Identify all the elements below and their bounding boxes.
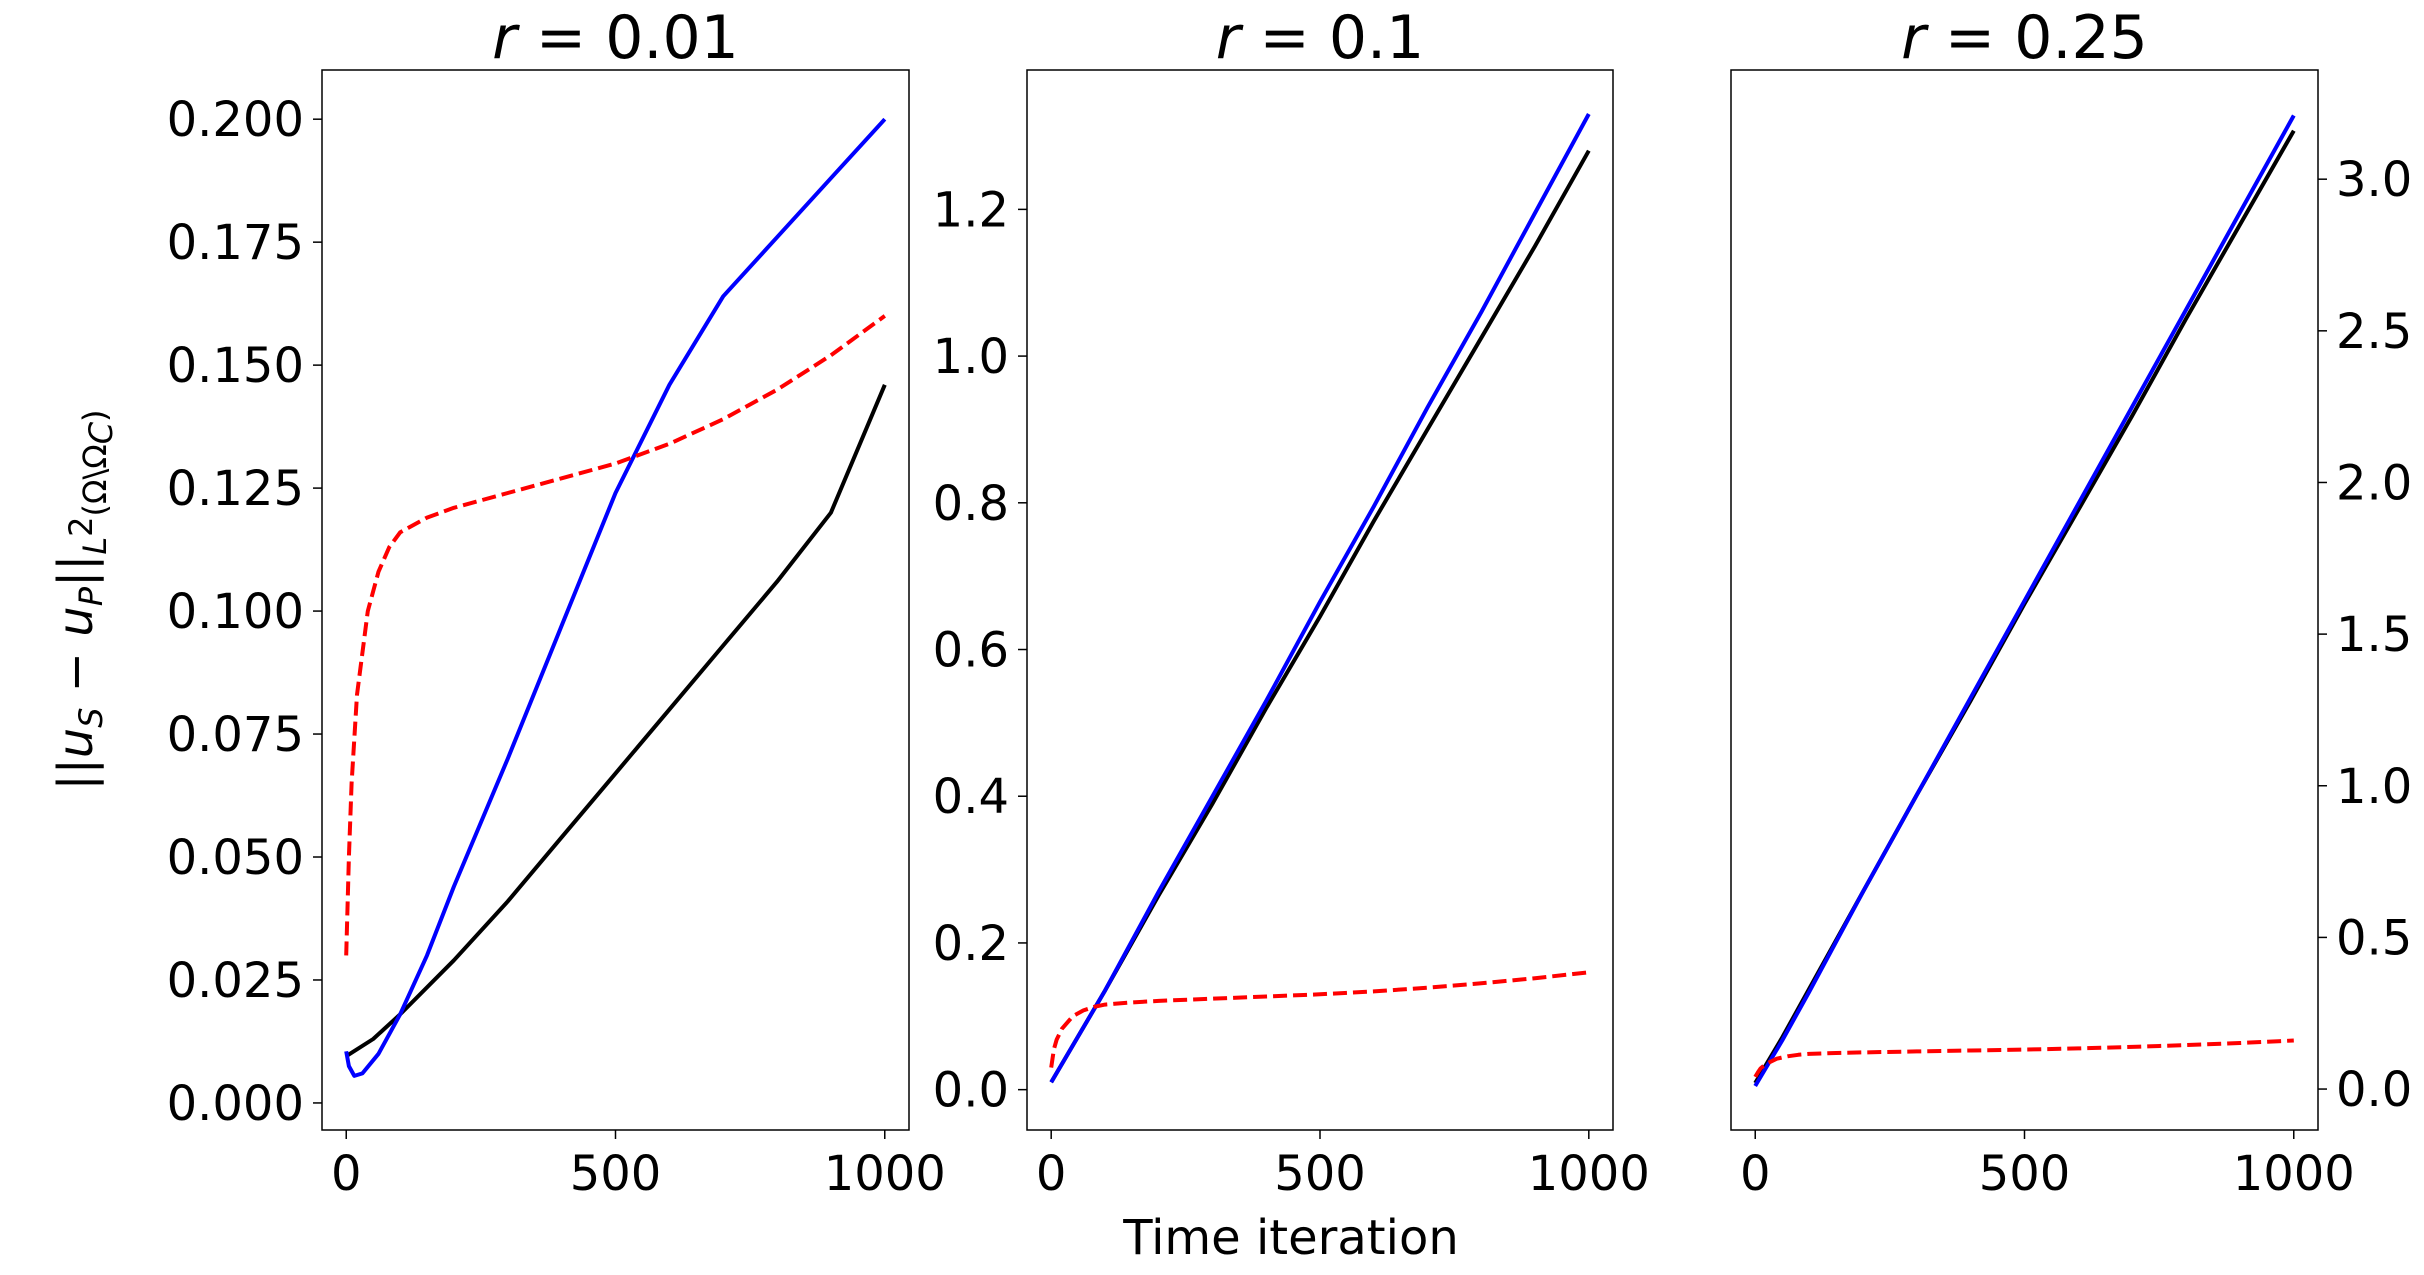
x-tick-label: 1000	[824, 1146, 946, 1202]
y-tick-label: 1.0	[933, 329, 1009, 385]
y-tick-label: 0.050	[167, 830, 304, 886]
svg-text:||uS − uP||L2(Ω\ΩC): ||uS − uP||L2(Ω\ΩC)	[48, 409, 120, 790]
y-tick-label: 0.000	[167, 1076, 304, 1132]
series-group	[1753, 114, 2296, 1088]
ylabel-minus: −	[48, 637, 104, 708]
ylabel-u2: u	[48, 606, 104, 636]
x-tick-label: 1000	[1528, 1146, 1650, 1202]
series-line-blue	[1049, 113, 1591, 1084]
ylabel-norm-domain-sub: C	[82, 421, 120, 444]
y-tick-label: 0.0	[933, 1063, 1009, 1119]
x-axis-label: Time iteration	[1122, 1210, 1459, 1266]
x-tick-label: 0	[1740, 1146, 1771, 1202]
y-tick-label: 2.0	[2336, 455, 2412, 511]
chart-panel-3: r = 0.25 0 500 1000 0.0 0.5 1.0 1.5 2.0 2.5 3.0	[1730, 3, 2412, 1202]
ylabel-norm-close: )	[76, 409, 114, 421]
ylabel-bars-close: ||	[48, 555, 104, 587]
y-tick-label: 0.175	[167, 215, 304, 271]
ylabel-sub-p: P	[72, 586, 110, 606]
series-line-red-dashed	[344, 314, 886, 956]
y-tick-label: 1.0	[2336, 759, 2412, 815]
y-tick-label: 0.6	[933, 623, 1009, 679]
x-tick-label: 500	[1979, 1146, 2071, 1202]
x-tick-label: 0	[1036, 1146, 1067, 1202]
series-line-red-dashed	[1049, 970, 1590, 1068]
y-tick-label: 2.5	[2336, 304, 2412, 360]
chart-title-value: = 0.01	[517, 3, 739, 73]
y-tick-label: 0.5	[2336, 910, 2412, 966]
series-group	[1049, 113, 1591, 1084]
series-line-blue	[1753, 114, 2296, 1088]
y-tick-label: 0.025	[167, 953, 304, 1009]
y-tick-label: 0.4	[933, 769, 1009, 825]
chart-title: r = 0.01	[492, 3, 739, 73]
x-tick-label: 0	[331, 1146, 362, 1202]
chart-title-var: r	[492, 3, 520, 73]
chart-panel-2: r = 0.1 0 500 1000 0.0 0.2 0.4 0.6 0.8 1.0 1.2	[933, 3, 1650, 1202]
chart-title: r = 0.25	[1901, 3, 2148, 73]
y-tick-label: 3.0	[2336, 152, 2412, 208]
y-tick-label: 1.2	[933, 182, 1009, 238]
series-line-red-dashed	[1753, 1038, 2294, 1078]
ylabel-bars: ||	[48, 758, 104, 790]
y-tick-label: 0.200	[167, 92, 304, 148]
chart-panels: r = 0.010 500 10000.0000.0250.0500.0750.10…	[167, 3, 2413, 1202]
y-tick-label: 0.125	[167, 461, 304, 517]
ylabel-u1: u	[48, 728, 104, 758]
chart-title-value: = 0.1	[1240, 3, 1424, 73]
y-tick-label: 0.0	[2336, 1062, 2412, 1118]
x-tick-label: 500	[1274, 1146, 1366, 1202]
y-tick-label: 0.8	[933, 476, 1009, 532]
ylabel-norm-domain: (Ω\Ω	[76, 444, 114, 516]
ylabel-sub-s: S	[72, 707, 110, 727]
x-tick-label: 500	[570, 1146, 662, 1202]
ylabel-norm: L	[76, 537, 114, 555]
chart-title-value: = 0.25	[1926, 3, 2148, 73]
series-line-blue	[344, 117, 887, 1078]
series-group	[344, 117, 887, 1078]
chart-panel-1: r = 0.01 0 500 1000 0.000 0.025 0.050 0.075 0.10…	[167, 3, 946, 1202]
y-tick-label: 0.150	[167, 338, 304, 394]
x-tick-label: 1000	[2233, 1146, 2355, 1202]
y-axis-label: ||uS − uP||L2(Ω\ΩC)	[48, 409, 120, 790]
y-tick-label: 0.100	[167, 584, 304, 640]
chart-title: r = 0.1	[1216, 3, 1425, 73]
ylabel-norm-sup: 2	[62, 516, 100, 536]
chart-title-var: r	[1216, 3, 1244, 73]
chart-title-var: r	[1901, 3, 1929, 73]
y-tick-label: 1.5	[2336, 607, 2412, 663]
y-tick-label: 0.075	[167, 707, 304, 763]
y-tick-label: 0.2	[933, 916, 1009, 972]
